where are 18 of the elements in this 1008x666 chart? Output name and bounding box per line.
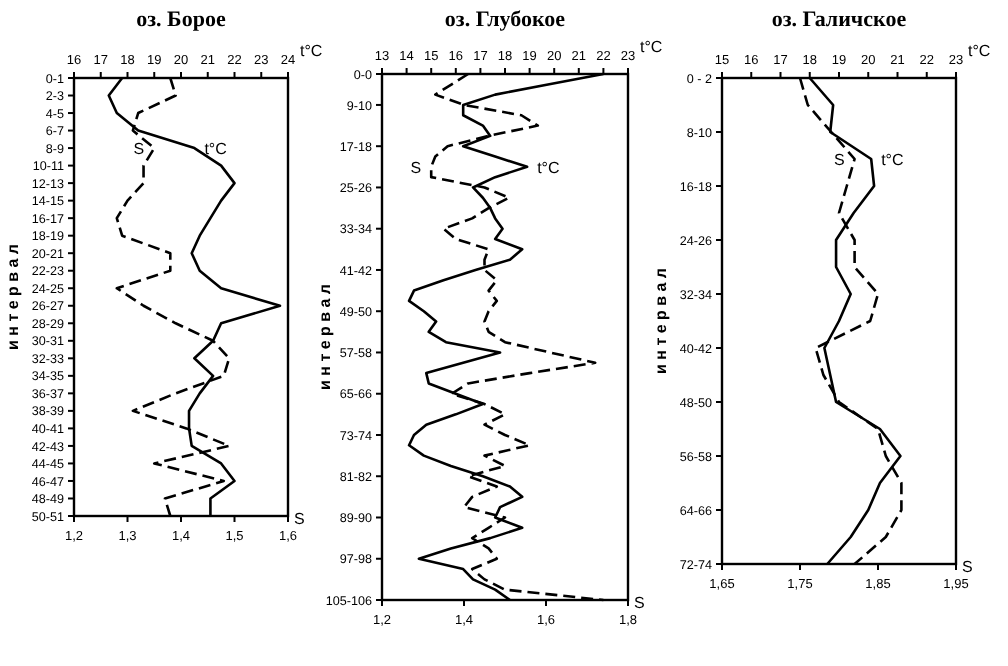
chart-title: оз. Галичское: [771, 8, 907, 32]
series-label: t°C: [204, 140, 228, 159]
series-label: S: [833, 151, 845, 169]
y-axis-title: и н т е р в а л: [652, 267, 670, 375]
y-axis-title: и н т е р в а л: [316, 283, 334, 391]
series-label: t°C: [537, 158, 560, 177]
x2-axis-title: t°C: [300, 42, 323, 60]
series-label: t°C: [881, 151, 905, 169]
series-label: S: [410, 158, 422, 177]
x-axis-title: S: [294, 510, 305, 528]
x2-axis-title: t°C: [968, 42, 991, 60]
chart-title: оз. Борое: [136, 8, 226, 32]
chart-title: оз. Глубокое: [444, 8, 566, 32]
series-label: S: [133, 140, 145, 159]
x-axis-title: S: [634, 594, 645, 612]
x2-axis-title: t°C: [640, 38, 663, 56]
x-axis-title: S: [962, 558, 973, 576]
y-axis-title: и н т е р в а л: [4, 243, 22, 351]
